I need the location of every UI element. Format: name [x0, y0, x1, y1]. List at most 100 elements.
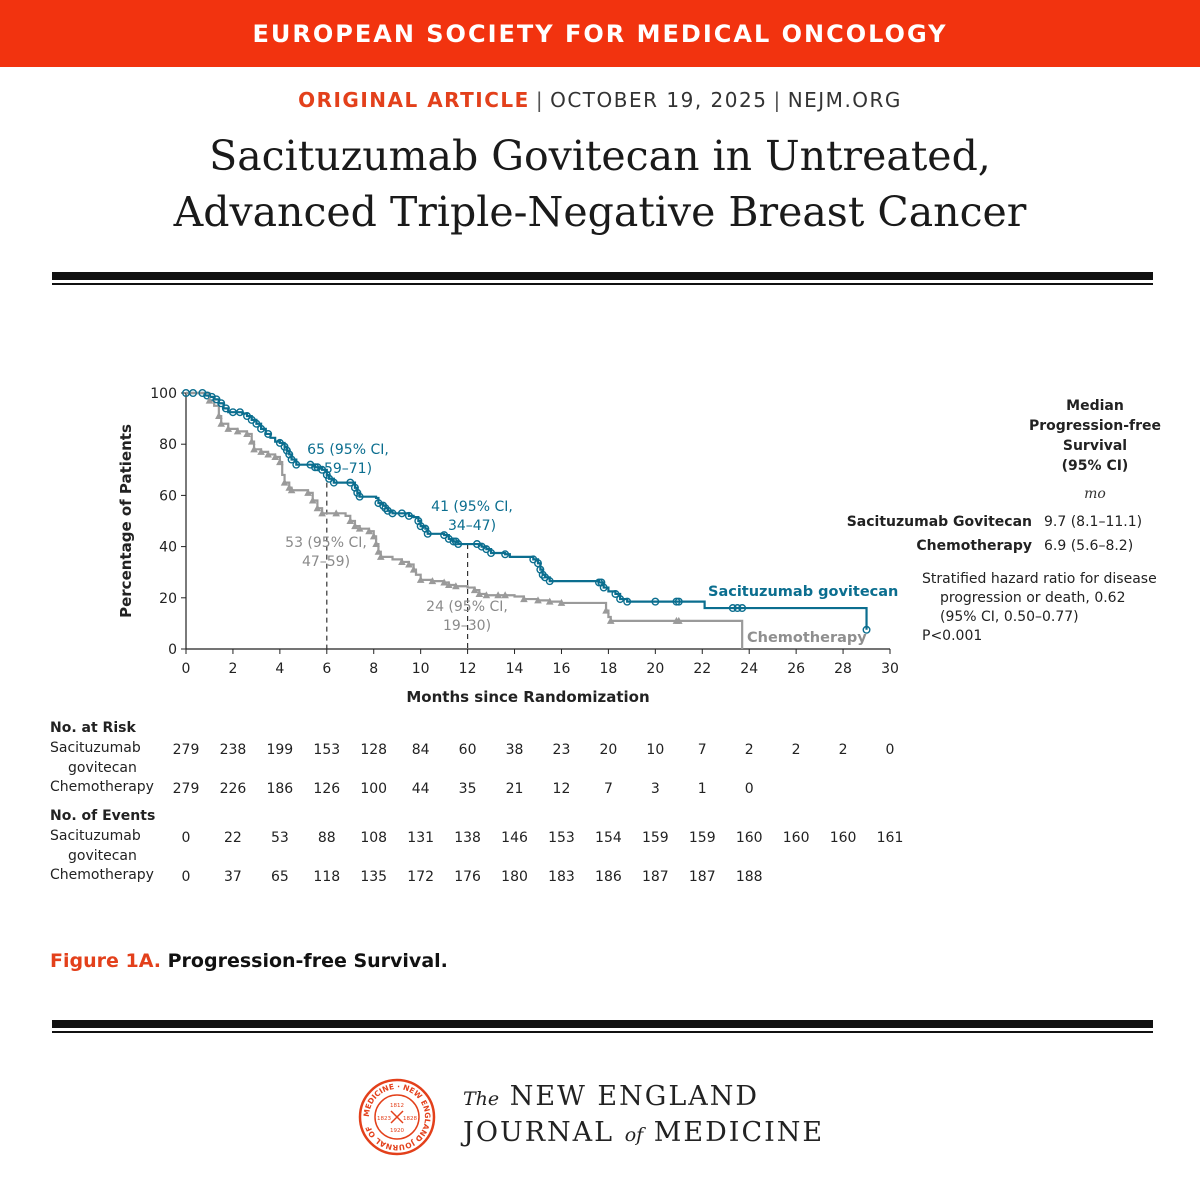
annotation-label: 53 (95% CI, — [285, 535, 367, 551]
censor-mark-chemotherapy — [205, 396, 214, 404]
x-tick-label: 20 — [646, 661, 664, 677]
risk-table-heading: No. at Risk — [50, 720, 136, 736]
censor-mark-sacituzumab — [487, 549, 496, 558]
events-value: 176 — [454, 869, 481, 885]
meta-separator: | — [535, 88, 545, 112]
at-risk-value: 2 — [839, 742, 848, 758]
censor-mark-sacituzumab — [611, 589, 620, 598]
events-table-heading: No. of Events — [50, 808, 156, 824]
x-tick-label: 26 — [787, 661, 805, 677]
censor-mark-sacituzumab — [212, 395, 221, 404]
x-tick-label: 22 — [693, 661, 711, 677]
censor-mark-sacituzumab — [733, 604, 742, 613]
legend-heading-line: Survival — [1062, 438, 1128, 454]
censor-mark-chemotherapy — [416, 575, 425, 583]
legend-heading-line: (95% CI) — [1061, 458, 1129, 474]
events-value: 187 — [642, 869, 669, 885]
header-rule-thick — [52, 272, 1153, 280]
censor-mark-chemotherapy — [287, 486, 296, 494]
censor-mark-chemotherapy — [346, 517, 355, 524]
censor-mark-sacituzumab — [252, 419, 261, 428]
censor-mark-chemotherapy — [545, 597, 554, 605]
x-tick-label: 30 — [881, 661, 899, 677]
events-value: 37 — [224, 869, 242, 885]
hr-pvalue: P<0.001 — [922, 628, 983, 644]
annotation-label: 24 (95% CI, — [426, 599, 508, 615]
article-type: ORIGINAL ARTICLE — [298, 88, 530, 112]
at-risk-value: 238 — [220, 742, 247, 758]
figure-caption-text: Progression-free Survival. — [167, 950, 448, 972]
events-value: 160 — [830, 830, 857, 846]
events-value: 146 — [501, 830, 528, 846]
society-banner: EUROPEAN SOCIETY FOR MEDICAL ONCOLOGY — [0, 0, 1200, 67]
censor-mark-sacituzumab — [862, 625, 871, 634]
legend-value-sacituzumab: 9.7 (8.1–11.1) — [1044, 514, 1143, 530]
y-axis-label: Percentage of Patients — [117, 424, 135, 618]
censor-mark-chemotherapy — [318, 509, 326, 517]
annotation-label: 34–47) — [448, 518, 496, 534]
censor-mark-chemotherapy — [372, 540, 380, 548]
censor-mark-chemotherapy — [398, 557, 406, 565]
censor-mark-sacituzumab — [545, 577, 554, 586]
censor-mark-chemotherapy — [276, 458, 284, 466]
nejm-wordmark: The NEW ENGLAND JOURNAL of MEDICINE — [463, 1080, 824, 1152]
censor-mark-chemotherapy — [308, 496, 317, 504]
censor-mark-sacituzumab — [275, 438, 284, 447]
legend-heading-line: Progression-free — [1028, 418, 1162, 434]
censor-mark-sacituzumab — [440, 531, 449, 540]
censor-mark-chemotherapy — [405, 560, 413, 568]
events-value: 188 — [736, 869, 763, 885]
wordmark-the: The — [463, 1088, 500, 1110]
censor-mark-chemotherapy — [520, 595, 528, 603]
censor-mark-sacituzumab — [247, 415, 256, 424]
seal-year: 1812 — [390, 1103, 404, 1109]
censor-mark-chemotherapy — [374, 547, 383, 555]
x-tick-label: 14 — [506, 661, 524, 677]
events-value: 172 — [407, 869, 434, 885]
series-label-sacituzumab: Sacituzumab govitecan — [708, 584, 898, 600]
legend-heading-line: Median — [1066, 398, 1124, 414]
hazard-ratio-note: Stratified hazard ratio for disease prog… — [922, 570, 1182, 646]
at-risk-value: 84 — [412, 742, 430, 758]
events-value: 138 — [454, 830, 481, 846]
censor-mark-sacituzumab — [501, 550, 510, 559]
figure-number: Figure 1A. — [50, 950, 161, 972]
censor-mark-sacituzumab — [728, 604, 737, 613]
events-row-label: Chemotherapy — [50, 867, 154, 883]
censor-mark-chemotherapy — [428, 577, 437, 585]
censor-mark-sacituzumab — [329, 478, 338, 487]
at-risk-value: 10 — [646, 742, 664, 758]
x-tick-label: 12 — [459, 661, 477, 677]
banner-text: EUROPEAN SOCIETY FOR MEDICAL ONCOLOGY — [252, 19, 948, 48]
at-risk-value: 3 — [651, 781, 660, 797]
events-value: 154 — [595, 830, 622, 846]
at-risk-value: 7 — [698, 742, 707, 758]
risk-row-label: Sacituzumab — [50, 740, 141, 756]
article-date: OCTOBER 19, 2025 — [550, 88, 768, 112]
legend-name-sacituzumab: Sacituzumab Govitecan — [846, 514, 1032, 530]
x-tick-label: 18 — [599, 661, 617, 677]
events-value: 108 — [360, 830, 387, 846]
censor-mark-chemotherapy — [215, 412, 223, 420]
censor-mark-chemotherapy — [351, 522, 359, 530]
events-value: 183 — [548, 869, 575, 885]
censor-mark-chemotherapy — [409, 565, 418, 573]
annotation-label: 65 (95% CI, — [307, 442, 389, 458]
y-tick-label: 40 — [159, 540, 177, 556]
events-value: 0 — [182, 830, 191, 846]
y-tick-label: 20 — [159, 591, 177, 607]
censor-mark-sacituzumab — [541, 573, 550, 582]
censor-mark-chemotherapy — [250, 445, 258, 453]
censor-mark-chemotherapy — [280, 478, 289, 486]
at-risk-value: 60 — [459, 742, 477, 758]
events-value: 153 — [548, 830, 575, 846]
censor-mark-sacituzumab — [235, 408, 244, 417]
x-tick-label: 10 — [412, 661, 430, 677]
events-value: 160 — [736, 830, 763, 846]
censor-mark-chemotherapy — [217, 419, 225, 427]
events-value: 160 — [783, 830, 810, 846]
events-row-label: govitecan — [68, 848, 137, 864]
censor-mark-chemotherapy — [602, 606, 610, 614]
at-risk-value: 7 — [604, 781, 613, 797]
at-risk-value: 128 — [360, 742, 387, 758]
